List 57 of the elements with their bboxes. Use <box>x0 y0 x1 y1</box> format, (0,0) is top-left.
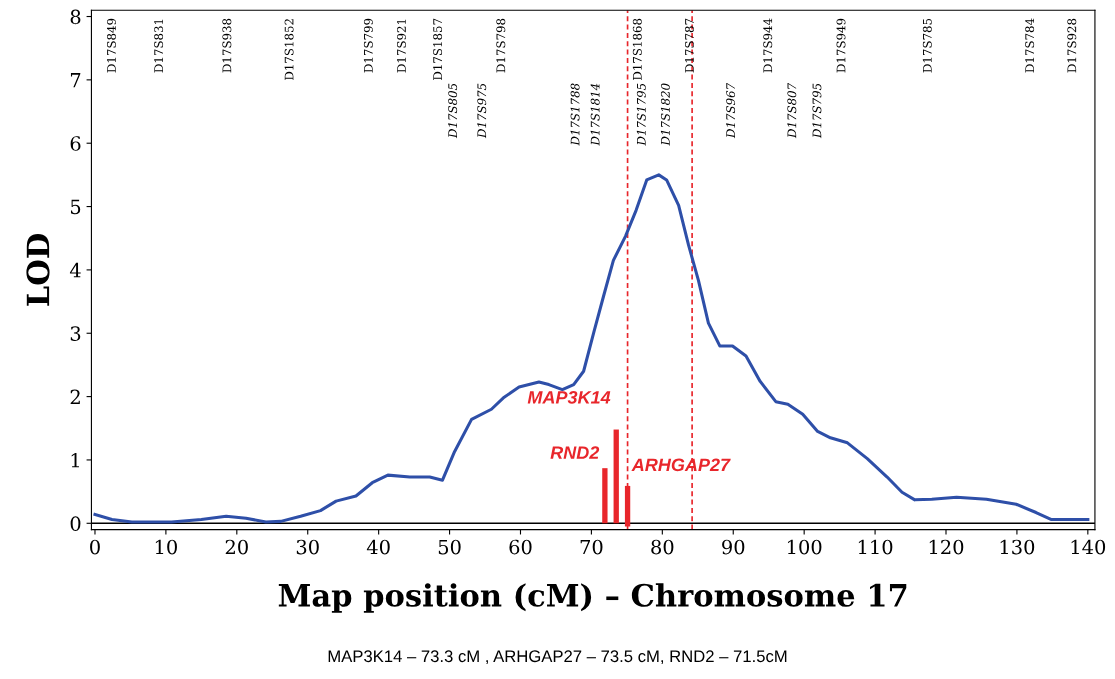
annotation: D17S921 <box>397 19 406 73</box>
y-tick-label: 8 <box>70 9 81 25</box>
annotation: D17S1795 <box>636 83 646 146</box>
annotation: D17S805 <box>448 83 458 139</box>
x-tick-label: 90 <box>722 539 745 555</box>
y-tick-label: 7 <box>70 73 81 88</box>
x-tick-label: 60 <box>509 539 532 555</box>
y-tick-label: 3 <box>70 326 81 341</box>
x-tick-label: 110 <box>858 539 893 555</box>
y-tick-label: 2 <box>70 389 80 404</box>
annotation: D17S975 <box>477 83 487 139</box>
x-tick-label: 40 <box>366 539 390 555</box>
annotation: D17S967 <box>726 82 736 139</box>
annotation: D17S799 <box>363 18 373 73</box>
x-tick-label: 140 <box>1071 539 1106 555</box>
x-tick-label: 120 <box>929 539 964 555</box>
annotation: D17S831 <box>154 19 164 73</box>
y-tick-label: 4 <box>69 262 81 278</box>
annotation: D17S949 <box>836 18 846 73</box>
x-tick-label: 30 <box>296 539 319 555</box>
series-label: RND2 <box>550 446 600 459</box>
y-tick-label: 0 <box>70 516 81 531</box>
x-tick-label: 20 <box>225 539 248 555</box>
annotation: D17S807 <box>787 82 797 139</box>
y-tick-label: 1 <box>71 452 79 468</box>
annotation: D17S938 <box>222 18 232 73</box>
y-tick-label: 5 <box>70 199 81 215</box>
x-tick-label: 0 <box>90 539 100 555</box>
x-tick-label: 50 <box>438 539 461 555</box>
x-tick-label: 70 <box>580 539 603 555</box>
annotation: D17S1852 <box>284 19 294 80</box>
annotation: D17S798 <box>496 18 506 73</box>
series-label: ARHGAP27 <box>631 458 731 472</box>
x-tick-label: 100 <box>787 539 822 555</box>
line-series <box>93 173 1090 524</box>
annotation: D17S795 <box>812 83 822 139</box>
y-tick-label: 6 <box>70 136 81 151</box>
x-axis-title: Map position (cM) – Chromosome 17 <box>278 583 907 613</box>
annotation: D17S1820 <box>660 83 670 146</box>
annotation: D17S1857 <box>433 18 443 80</box>
x-tick-label: 10 <box>155 539 177 555</box>
annotation: D17S1788 <box>570 83 580 146</box>
x-tick-label: 80 <box>651 539 674 555</box>
bar <box>613 429 619 524</box>
series-label: MAP3K14 <box>527 390 611 404</box>
annotation: D17S787 <box>685 18 694 73</box>
annotation: D17S784 <box>1025 18 1035 73</box>
x-tick-label: 130 <box>1000 539 1035 555</box>
annotation: D17S1814 <box>590 83 600 146</box>
y-axis-title: LOD <box>26 233 50 306</box>
annotation: D17S785 <box>922 18 932 73</box>
annotation: D17S944 <box>763 18 773 73</box>
annotation: D17S928 <box>1067 18 1077 73</box>
bar <box>602 468 608 524</box>
text: MAP3K14 – 73.3 cM , ARHGAP27 – 73.5 cM, RND2 – 71.5cM <box>328 650 787 665</box>
annotation: D17S1868 <box>632 18 642 80</box>
annotation: D17S849 <box>107 18 116 73</box>
